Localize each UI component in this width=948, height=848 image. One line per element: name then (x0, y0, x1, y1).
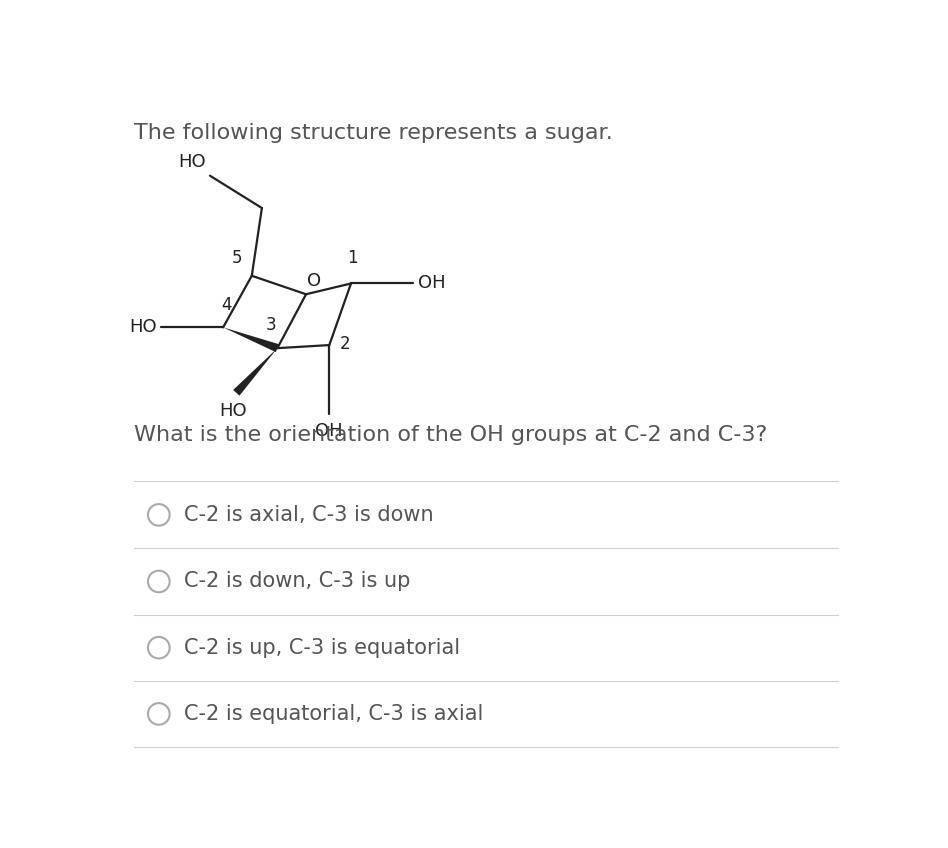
Text: HO: HO (178, 153, 206, 171)
Text: HO: HO (219, 402, 247, 420)
Text: 4: 4 (222, 296, 232, 315)
Text: C-2 is equatorial, C-3 is axial: C-2 is equatorial, C-3 is axial (184, 704, 483, 724)
Text: C-2 is axial, C-3 is down: C-2 is axial, C-3 is down (184, 505, 434, 525)
Text: HO: HO (129, 318, 156, 337)
Text: C-2 is down, C-3 is up: C-2 is down, C-3 is up (184, 572, 410, 591)
Text: 2: 2 (340, 335, 351, 353)
Text: 5: 5 (232, 248, 243, 266)
Text: What is the orientation of the OH groups at C-2 and C-3?: What is the orientation of the OH groups… (134, 425, 767, 445)
Text: 1: 1 (347, 248, 357, 266)
Polygon shape (233, 349, 278, 396)
Text: The following structure represents a sugar.: The following structure represents a sug… (134, 123, 612, 143)
Text: O: O (307, 271, 321, 290)
Text: OH: OH (418, 275, 446, 293)
Text: C-2 is up, C-3 is equatorial: C-2 is up, C-3 is equatorial (184, 638, 461, 658)
Text: 3: 3 (265, 316, 276, 334)
Text: OH: OH (316, 422, 343, 440)
Polygon shape (223, 327, 279, 352)
